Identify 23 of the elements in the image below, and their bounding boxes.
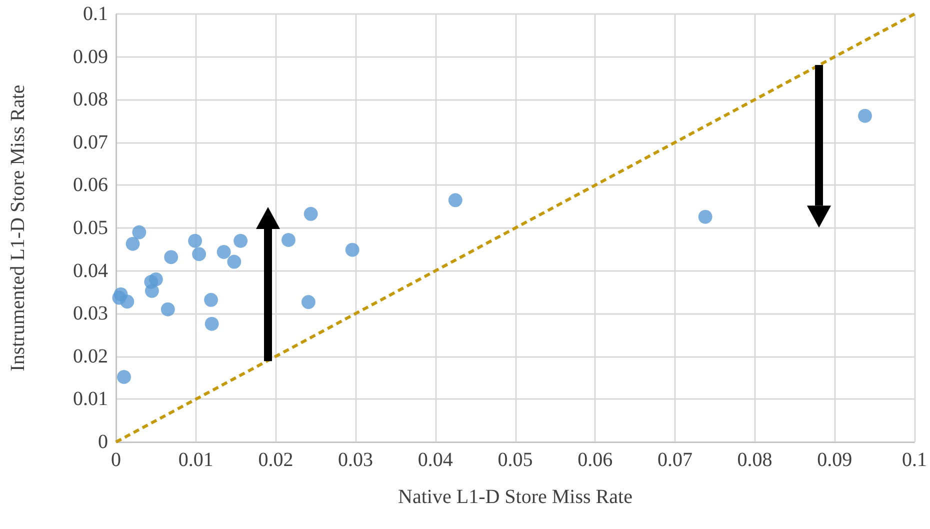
y-tick-label: 0.01: [73, 388, 108, 410]
y-tick-label: 0.05: [73, 217, 108, 239]
x-tick-label: 0.04: [418, 449, 453, 471]
y-tick-label: 0.08: [73, 88, 108, 111]
y-tick-label: 0.03: [73, 302, 108, 325]
x-tick-label: 0.05: [498, 449, 533, 471]
y-tick-label: 0: [98, 431, 108, 453]
x-tick-label: 0.08: [737, 449, 772, 471]
y-axis-title: Instrumented L1-D Store Miss Rate: [7, 84, 29, 372]
y-tick-label: 0.02: [73, 345, 108, 368]
x-tick-label: 0.1: [902, 449, 927, 471]
x-tick-label: 0.07: [657, 449, 692, 471]
y-tick-label: 0.04: [73, 260, 108, 282]
x-tick-label: 0.01: [178, 449, 214, 471]
y-tick-label: 0.1: [83, 3, 108, 25]
y-tick-label: 0.09: [73, 46, 108, 68]
x-axis-title: Native L1-D Store Miss Rate: [398, 486, 633, 508]
x-tick-label: 0.02: [258, 449, 294, 471]
y-tick-label: 0.07: [73, 131, 108, 154]
y-tick-label: 0.06: [73, 174, 108, 196]
x-tick-label: 0.03: [338, 449, 374, 471]
x-tick-label: 0.06: [578, 449, 613, 471]
x-tick-label: 0.09: [817, 449, 852, 471]
